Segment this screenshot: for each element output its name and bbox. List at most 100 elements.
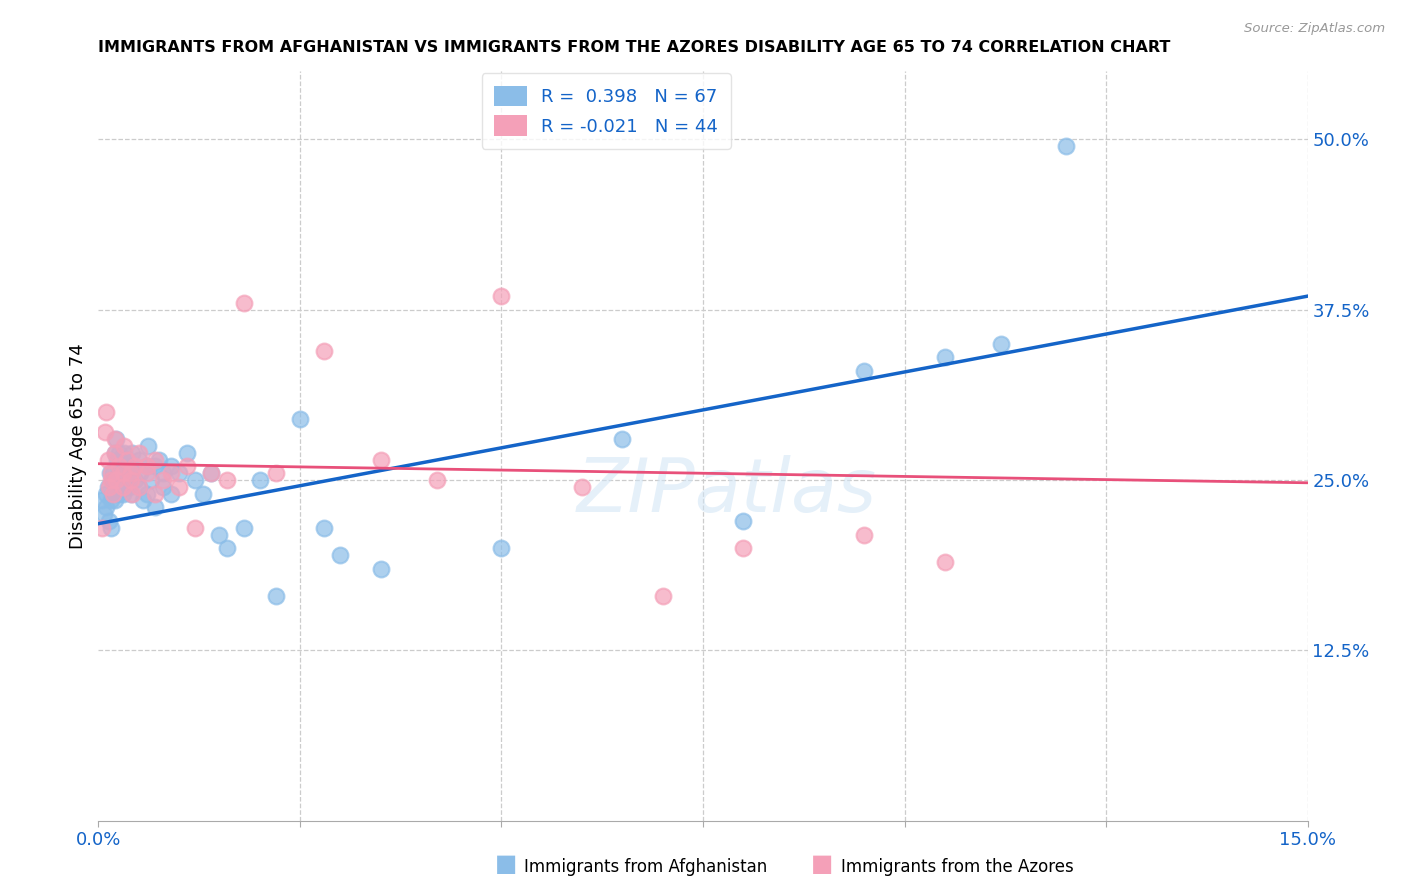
Text: Source: ZipAtlas.com: Source: ZipAtlas.com: [1244, 22, 1385, 36]
Point: [135, 467, 157, 481]
Point: [853, 527, 876, 541]
Point: [93, 507, 115, 521]
Point: [934, 555, 956, 569]
Point: [264, 589, 287, 603]
Point: [108, 480, 131, 494]
Point: [249, 473, 271, 487]
Point: [128, 452, 150, 467]
Point: [651, 589, 673, 603]
Point: [138, 439, 160, 453]
Point: [990, 336, 1012, 351]
Point: [139, 473, 162, 487]
Point: [217, 541, 239, 556]
Point: [288, 411, 311, 425]
Point: [612, 432, 634, 446]
Point: [120, 467, 142, 481]
Point: [853, 364, 876, 378]
Point: [232, 521, 254, 535]
Point: [114, 473, 136, 487]
Point: [120, 486, 142, 500]
Point: [184, 521, 207, 535]
Point: [132, 493, 155, 508]
Point: [135, 459, 157, 474]
Point: [97, 514, 120, 528]
Point: [176, 459, 198, 474]
Point: [934, 351, 956, 365]
Point: [128, 446, 150, 460]
Point: [94, 425, 117, 440]
Point: [160, 486, 183, 500]
Point: [91, 521, 114, 535]
Point: [152, 480, 174, 494]
Point: [160, 467, 183, 481]
Point: [143, 486, 166, 500]
Point: [103, 432, 125, 446]
Point: [370, 452, 392, 467]
Text: Immigrants from Afghanistan: Immigrants from Afghanistan: [524, 858, 768, 876]
Point: [264, 467, 287, 481]
Point: [94, 486, 117, 500]
Point: [91, 493, 114, 508]
Point: [152, 473, 174, 487]
Point: [232, 296, 254, 310]
Point: [135, 459, 157, 474]
Point: [98, 467, 121, 481]
Point: [152, 467, 174, 481]
Point: [107, 486, 129, 500]
Text: ■: ■: [811, 852, 834, 876]
Point: [112, 439, 135, 453]
Point: [571, 480, 593, 494]
Point: [148, 452, 170, 467]
Point: [97, 452, 120, 467]
Point: [103, 446, 125, 460]
Point: [135, 486, 157, 500]
Point: [101, 473, 124, 487]
Point: [370, 561, 392, 575]
Point: [100, 467, 122, 481]
Point: [111, 467, 134, 481]
Point: [733, 541, 755, 556]
Point: [184, 473, 207, 487]
Point: [103, 493, 125, 508]
Point: [1054, 139, 1077, 153]
Point: [97, 480, 120, 494]
Point: [105, 473, 128, 487]
Point: [118, 480, 141, 494]
Point: [103, 446, 125, 460]
Point: [426, 473, 449, 487]
Point: [491, 289, 513, 303]
Point: [176, 446, 198, 460]
Point: [115, 452, 138, 467]
Point: [96, 500, 118, 515]
Point: [200, 467, 222, 481]
Point: [160, 459, 183, 474]
Point: [314, 521, 336, 535]
Point: [117, 467, 139, 481]
Point: [101, 467, 124, 481]
Text: IMMIGRANTS FROM AFGHANISTAN VS IMMIGRANTS FROM THE AZORES DISABILITY AGE 65 TO 7: IMMIGRANTS FROM AFGHANISTAN VS IMMIGRANT…: [98, 40, 1171, 55]
Point: [143, 500, 166, 515]
Point: [107, 459, 129, 474]
Point: [100, 521, 122, 535]
Point: [143, 459, 166, 474]
Point: [108, 446, 131, 460]
Point: [120, 473, 142, 487]
Point: [124, 473, 146, 487]
Point: [217, 473, 239, 487]
Point: [105, 452, 128, 467]
Point: [733, 514, 755, 528]
Point: [129, 467, 152, 481]
Point: [121, 486, 143, 500]
Point: [111, 467, 134, 481]
Text: Immigrants from the Azores: Immigrants from the Azores: [841, 858, 1074, 876]
Point: [112, 446, 135, 460]
Point: [128, 480, 150, 494]
Point: [107, 467, 129, 481]
Point: [329, 548, 352, 562]
Text: ■: ■: [495, 852, 517, 876]
Point: [100, 493, 122, 508]
Point: [97, 480, 120, 494]
Text: ZIPatlas: ZIPatlas: [576, 455, 877, 527]
Point: [491, 541, 513, 556]
Point: [143, 452, 166, 467]
